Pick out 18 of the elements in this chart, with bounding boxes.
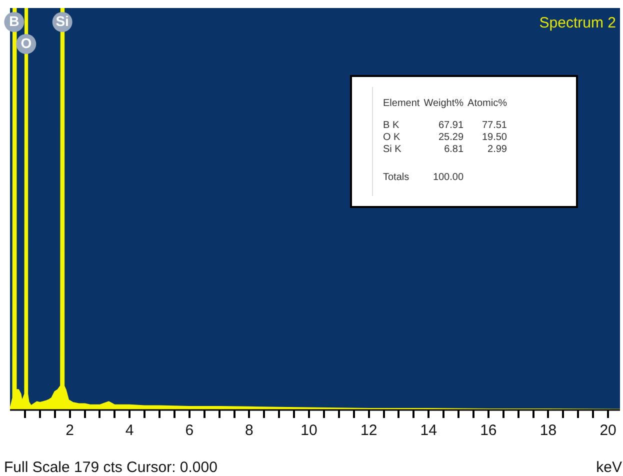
annotation: B: [9, 12, 20, 29]
x-tick-label: 10: [300, 422, 318, 440]
x-tick-label: 6: [185, 422, 194, 440]
x-tick-label: 20: [600, 422, 616, 440]
x-tick-label: 12: [360, 422, 378, 440]
x-tick-label: 18: [540, 422, 557, 440]
x-tick-label: 4: [125, 422, 134, 440]
x-axis-title: keV: [596, 459, 622, 476]
x-tick-label: 14: [420, 422, 437, 440]
annotation: O: [20, 34, 32, 51]
annotation: Si: [56, 12, 69, 29]
results-table: Element Weight% Atomic% B K 67.91 77.51 O K 25.29 19.50 Si K 6.81 2.99 Totals 100.00: [350, 75, 578, 208]
x-tick-label: 16: [480, 422, 497, 440]
text: Spectrum 2: [539, 14, 616, 32]
annotation: Element Weight% Atomic%: [383, 98, 507, 110]
text: Full Scale 179 cts Cursor: 0.000: [4, 459, 218, 476]
x-tick-label: 2: [66, 422, 74, 440]
x-tick-label: 8: [245, 422, 254, 440]
